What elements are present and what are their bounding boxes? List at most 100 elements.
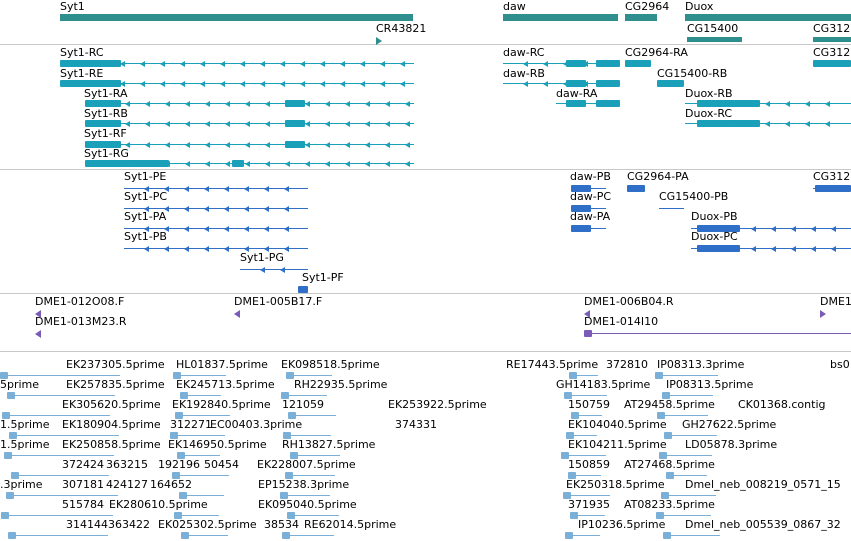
est-label[interactable]: EK228007.5prime [257,458,356,471]
est-label[interactable]: 192196 [158,458,200,471]
est-label[interactable]: 150859 [568,458,610,471]
est-label[interactable]: 150759 [568,398,610,411]
est-label[interactable]: GH14183.5prime [556,378,651,391]
clone-label[interactable]: DME1-014I10 [584,315,659,328]
est-label[interactable]: .3prime [0,478,43,491]
est-label[interactable]: EK025302.5prime [158,518,257,531]
est-label[interactable]: 314144 [66,518,108,531]
gene-feature-daw[interactable] [503,14,618,21]
clone-label[interactable]: DME1-013M23.R [35,315,127,328]
protein-label[interactable]: Syt1-PA [124,210,167,223]
est-feature[interactable] [179,492,224,500]
transcript-label[interactable]: Duox-RC [685,107,733,120]
clone-label[interactable]: DME1-006B04.R [584,295,674,308]
transcript-duox-rc[interactable] [685,120,851,128]
gene-feature-cg15400[interactable] [687,37,742,42]
gene-label[interactable]: daw [503,0,526,13]
est-feature[interactable] [283,432,331,440]
est-label[interactable]: EK257835.5prime [66,378,165,391]
est-label[interactable]: LD05878.3prime [685,438,778,451]
protein-label[interactable]: Syt1-PE [124,170,167,183]
transcript-label[interactable]: CG2964-RA [625,46,688,59]
transcript-label[interactable]: Syt1-RG [84,147,129,160]
est-feature[interactable] [663,532,720,540]
est-feature[interactable] [282,532,334,540]
est-label[interactable]: EC00403.3prime [210,418,303,431]
est-label[interactable]: 372424 [62,458,104,471]
est-label[interactable]: EK253922.5prime [388,398,487,411]
est-label[interactable]: 121059 [282,398,324,411]
est-label[interactable]: RH22935.5prime [294,378,388,391]
est-feature[interactable] [569,372,598,380]
transcript-syt1-ra[interactable] [85,100,414,108]
est-label[interactable]: AT29458.5prime [624,398,715,411]
protein-syt1-pb[interactable] [124,245,308,253]
est-label[interactable]: EK104211.5prime [568,438,667,451]
est-label[interactable]: EK192840.5prime [172,398,271,411]
gene-feature-syt1[interactable] [60,14,413,21]
est-label[interactable]: 312271 [170,418,212,431]
est-label[interactable]: CK01368.contig [738,398,826,411]
transcript-label[interactable]: CG312 [813,46,851,59]
transcript-label[interactable]: Syt1-RE [60,67,104,80]
est-label[interactable]: 515784 [62,498,104,511]
est-feature[interactable] [286,372,332,380]
est-label[interactable]: EK305620.5prime [62,398,161,411]
est-feature[interactable] [563,492,610,500]
est-feature[interactable] [657,412,708,420]
est-feature[interactable] [565,532,600,540]
est-feature[interactable] [6,492,118,500]
est-feature[interactable] [570,512,605,520]
est-label[interactable]: 374331 [395,418,437,431]
transcript-syt1-rb[interactable] [85,120,414,128]
protein-cg312[interactable] [813,185,851,193]
est-label[interactable]: 372810 [606,358,648,371]
est-label[interactable]: RE17443.5prime [506,358,599,371]
clone-marker[interactable] [35,330,41,338]
est-feature[interactable] [281,392,327,400]
est-feature[interactable] [566,432,597,440]
clone-marker[interactable] [820,310,826,318]
transcript-daw-rc[interactable] [503,60,620,68]
transcript-cg312[interactable] [813,60,851,68]
protein-label[interactable]: Syt1-PG [240,251,284,264]
est-label[interactable]: 424127 [106,478,148,491]
protein-daw-pb[interactable] [571,185,606,193]
protein-label[interactable]: Syt1-PB [124,230,167,243]
transcript-daw-ra[interactable] [556,100,620,108]
est-label[interactable]: 5prime [0,378,40,391]
est-feature[interactable] [287,512,339,520]
protein-label[interactable]: Duox-PB [691,210,738,223]
gene-label[interactable]: Syt1 [60,0,85,13]
est-feature[interactable] [568,472,601,480]
gene-label[interactable]: CG15400 [687,22,739,35]
transcript-syt1-rc[interactable] [60,60,414,68]
gene-label[interactable]: CG312 [813,22,851,35]
protein-daw-pc[interactable] [571,205,606,213]
protein-label[interactable]: CG312 [813,170,851,183]
est-feature[interactable] [11,472,109,480]
transcript-syt1-re[interactable] [60,80,414,88]
est-label[interactable]: EK180904.5prime [62,418,161,431]
est-label[interactable]: bs0 [830,358,850,371]
est-label[interactable]: 1.5prime [0,438,50,451]
est-feature[interactable] [288,412,336,420]
est-label[interactable]: EK280610.5prime [109,498,208,511]
protein-label[interactable]: daw-PB [570,170,611,183]
est-feature[interactable] [661,492,716,500]
est-label[interactable]: 371935 [568,498,610,511]
est-label[interactable]: Dmel_neb_008219_0571_15 [685,478,841,491]
est-label[interactable]: 363422 [108,518,150,531]
est-label[interactable]: 38534 [264,518,299,531]
est-feature[interactable] [662,392,713,400]
clone-marker[interactable] [35,310,41,318]
protein-label[interactable]: daw-PA [570,210,611,223]
est-label[interactable]: AT27468.5prime [624,458,715,471]
gene-label[interactable]: Duox [685,0,714,13]
transcript-syt1-rf[interactable] [85,141,414,149]
clone-marker[interactable] [234,310,240,318]
transcript-cg15400-rb[interactable] [657,80,684,88]
est-label[interactable]: EK250858.5prime [62,438,161,451]
clone-dme1-014i10[interactable] [584,330,851,338]
est-label[interactable]: EK245713.5prime [176,378,275,391]
